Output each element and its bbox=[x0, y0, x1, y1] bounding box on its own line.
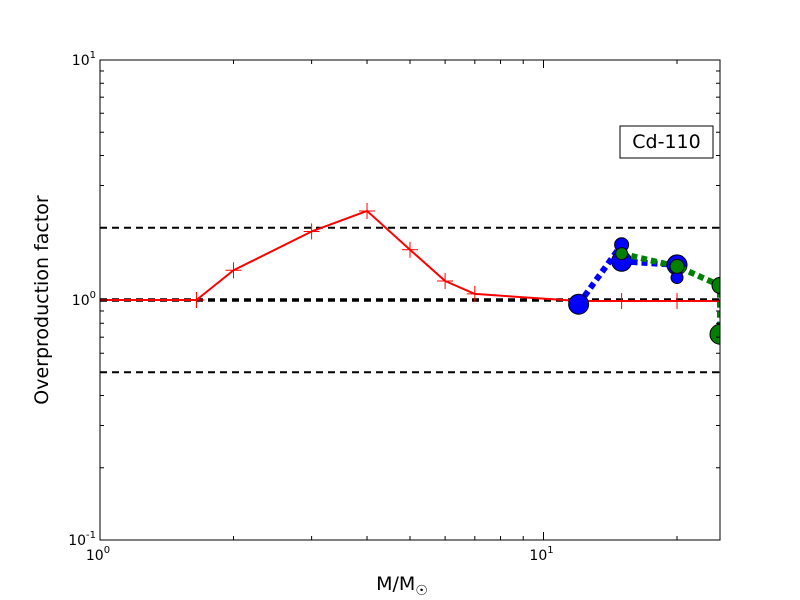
tick-exponent: 1 bbox=[90, 50, 96, 61]
annotation-frame bbox=[619, 125, 714, 159]
tick-base: 10 bbox=[68, 533, 86, 549]
data-point bbox=[568, 293, 590, 315]
data-point bbox=[711, 276, 720, 294]
tick-base: 10 bbox=[72, 53, 90, 69]
tick-base: 10 bbox=[72, 293, 90, 309]
tick-exponent: -1 bbox=[86, 530, 96, 541]
tick-base: 10 bbox=[86, 548, 104, 564]
x-axis-label-subscript: ☉ bbox=[415, 583, 428, 599]
series-line bbox=[620, 250, 720, 335]
data-point bbox=[669, 258, 685, 274]
series-layer bbox=[100, 202, 720, 345]
tick-exponent: 0 bbox=[90, 290, 96, 301]
annotation-box: Cd-110 bbox=[619, 125, 714, 159]
data-point bbox=[709, 323, 720, 345]
x-tick-label: 101 bbox=[529, 545, 553, 564]
annotation-text: Cd-110 bbox=[632, 131, 700, 153]
y-tick-label: 100 bbox=[72, 290, 96, 309]
x-axis-label: M/M☉ bbox=[376, 573, 428, 599]
x-axis-label-main: M/M bbox=[376, 573, 415, 595]
x-tick-label: 100 bbox=[86, 545, 110, 564]
y-axis-label: Overproduction factor bbox=[31, 195, 53, 405]
series-group bbox=[615, 247, 720, 345]
y-tick-label: 10-1 bbox=[68, 530, 96, 549]
reference-lines bbox=[100, 226, 720, 374]
tick-exponent: 0 bbox=[104, 545, 110, 556]
tick-exponent: 1 bbox=[547, 545, 553, 556]
series-line bbox=[100, 209, 720, 303]
tick-base: 10 bbox=[529, 548, 547, 564]
data-point bbox=[615, 247, 629, 261]
y-tick-label: 101 bbox=[72, 50, 96, 69]
